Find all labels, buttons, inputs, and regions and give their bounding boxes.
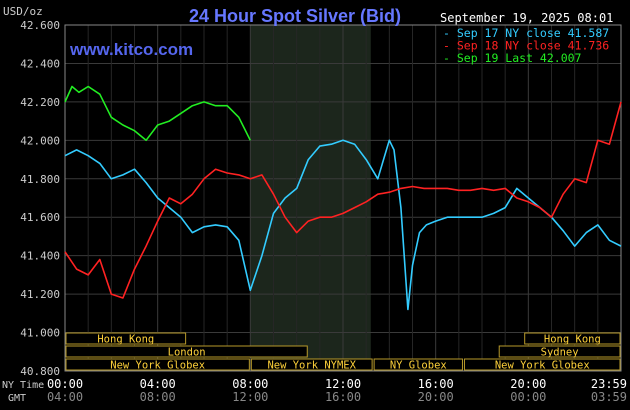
session-box bbox=[250, 358, 373, 371]
series-line bbox=[64, 139, 622, 311]
legend-entry: - Sep 19 Last 42.007 bbox=[443, 51, 582, 65]
session-box bbox=[65, 345, 308, 358]
session-label: New York Globex bbox=[495, 360, 590, 372]
session-bar: London bbox=[65, 345, 308, 359]
y-tick-label: 40.800 bbox=[20, 365, 60, 378]
x-axis-ticks: 00:0004:0004:0008:0008:0012:0012:0016:00… bbox=[47, 377, 627, 404]
series-line bbox=[64, 101, 622, 299]
session-box bbox=[498, 345, 621, 358]
x-tick-label-ny: 20:00 bbox=[510, 377, 546, 391]
session-bar: Sydney bbox=[498, 345, 621, 359]
session-bar: New York NYMEX bbox=[250, 358, 373, 372]
series-line bbox=[64, 85, 252, 142]
x-tick-label-gmt: 16:00 bbox=[325, 390, 361, 404]
session-label: New York NYMEX bbox=[267, 360, 356, 372]
session-box bbox=[65, 332, 187, 345]
watermark: www.kitco.com bbox=[69, 40, 193, 59]
session-label: Hong Kong bbox=[544, 334, 601, 346]
x-tick-label-gmt: 00:00 bbox=[510, 390, 546, 404]
x-tick-label-gmt: 03:59 bbox=[591, 390, 627, 404]
y-tick-label: 41.000 bbox=[20, 327, 60, 340]
chart-title: 24 Hour Spot Silver (Bid) bbox=[189, 6, 401, 26]
session-box bbox=[463, 358, 621, 371]
y-tick-label: 41.800 bbox=[20, 173, 60, 186]
legend-entry: - Sep 17 NY close 41.587 bbox=[443, 26, 609, 40]
x-tick-label-ny: 04:00 bbox=[140, 377, 176, 391]
x-tick-label-gmt: 04:00 bbox=[47, 390, 83, 404]
y-unit-label: USD/oz bbox=[3, 5, 43, 18]
y-tick-label: 41.200 bbox=[20, 288, 60, 301]
session-label: New York Globex bbox=[110, 360, 205, 372]
x-tick-label-ny: 00:00 bbox=[47, 377, 83, 391]
x-tick-label-gmt: 12:00 bbox=[232, 390, 268, 404]
plot-frame bbox=[64, 24, 622, 372]
x-tick-label-gmt: 20:00 bbox=[418, 390, 454, 404]
legend-entry: - Sep 18 NY close 41.736 bbox=[443, 39, 609, 53]
x-tick-label-ny: 08:00 bbox=[232, 377, 268, 391]
y-tick-label: 41.600 bbox=[20, 211, 60, 224]
x-row-label-ny: NY Time bbox=[2, 380, 44, 391]
y-tick-label: 42.200 bbox=[20, 96, 60, 109]
y-tick-label: 42.000 bbox=[20, 134, 60, 147]
legend: - Sep 17 NY close 41.587- Sep 18 NY clos… bbox=[443, 26, 609, 65]
y-tick-label: 42.400 bbox=[20, 57, 60, 70]
x-tick-label-ny: 12:00 bbox=[325, 377, 361, 391]
y-tick-label: 42.600 bbox=[20, 19, 60, 32]
session-label: Hong Kong bbox=[97, 334, 154, 346]
y-axis-ticks: 42.600 42.400 42.200 42.000 41.800 41.600 41.4… bbox=[20, 19, 60, 378]
date-label: September 19, 2025 08:01 bbox=[440, 11, 613, 25]
session-label: NY Globex bbox=[390, 360, 447, 372]
session-box bbox=[373, 358, 463, 371]
x-tick-label-ny: 23:59 bbox=[591, 377, 627, 391]
nymex-highlight-band bbox=[250, 25, 371, 371]
y-tick-label: 41.400 bbox=[20, 250, 60, 263]
session-box bbox=[65, 358, 250, 371]
session-label: London bbox=[168, 347, 206, 359]
session-bar: New York Globex bbox=[463, 358, 621, 372]
session-bar: NY Globex bbox=[373, 358, 463, 372]
price-series bbox=[64, 85, 622, 311]
x-tick-label-gmt: 08:00 bbox=[140, 390, 176, 404]
session-bar: Hong Kong bbox=[524, 332, 621, 346]
x-row-label-gmt: GMT bbox=[8, 393, 26, 404]
session-label: Sydney bbox=[541, 347, 579, 359]
session-bar: Hong Kong bbox=[65, 332, 187, 346]
session-bar: New York Globex bbox=[65, 358, 250, 372]
x-tick-label-ny: 16:00 bbox=[418, 377, 454, 391]
session-box bbox=[524, 332, 621, 345]
